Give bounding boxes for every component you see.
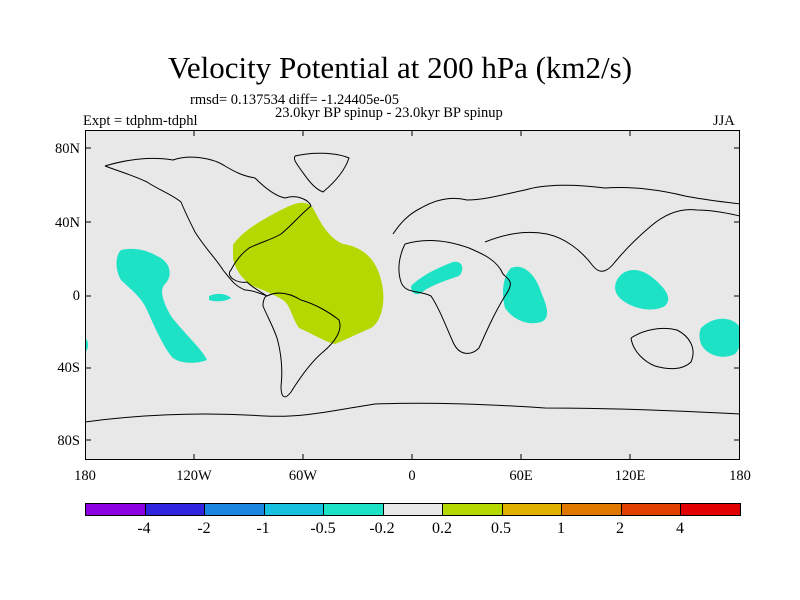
anomaly-north-atlantic [233, 202, 384, 344]
lon-label-0: 0 [408, 468, 416, 484]
colorbar-box-6 [382, 503, 444, 516]
anomaly-southwest-pacific [699, 318, 740, 357]
colorbar-label: -0.5 [310, 520, 336, 537]
lon-label-60e: 60E [509, 468, 533, 484]
colorbar-label: -4 [137, 520, 151, 537]
colorbar-label: -2 [197, 520, 211, 537]
stats-line: rmsd= 0.137534 diff= -1.24405e-05 [190, 92, 399, 108]
map-frame [85, 130, 740, 460]
coast-antarctica [85, 402, 740, 423]
colorbar-box-3 [204, 503, 265, 516]
colorbar-label: 4 [676, 520, 684, 537]
lat-label-eq: 0 [72, 288, 80, 304]
anomaly-layer [85, 202, 740, 363]
anomaly-pacific-small [209, 293, 231, 302]
anomaly-maritime-continent [615, 270, 669, 310]
coast-greenland [294, 152, 350, 193]
season-label: JJA [713, 113, 735, 129]
lon-label-180e: 180 [729, 468, 751, 484]
colorbar-label: -0.2 [369, 520, 395, 537]
anomaly-tropical-africa [411, 261, 463, 295]
colorbar [85, 503, 742, 516]
lat-label-40n: 40N [55, 215, 80, 231]
colorbar-box-10 [620, 503, 682, 516]
run-label: 23.0kyr BP spinup - 23.0kyr BP spinup [275, 105, 503, 121]
lon-label-120w: 120W [176, 468, 212, 484]
coastlines [85, 152, 740, 423]
lat-label-80s: 80S [57, 433, 80, 449]
colorbar-box-7 [442, 503, 503, 516]
anomaly-central-pacific [116, 248, 207, 363]
colorbar-label: -1 [256, 520, 270, 537]
coast-asia [484, 209, 740, 272]
colorbar-label: 1 [557, 520, 565, 537]
lat-label-40s: 40S [57, 360, 80, 376]
coast-africa [398, 240, 511, 354]
lon-label-60w: 60W [288, 468, 318, 484]
anomaly-western-indian-ocean [503, 266, 548, 324]
experiment-label: Expt = tdphm-tdphl [83, 113, 198, 129]
lat-label-80n: 80N [55, 141, 80, 157]
lon-label-120e: 120E [614, 468, 646, 484]
lon-label-180w: 180 [74, 468, 96, 484]
colorbar-label: 0.2 [432, 520, 452, 537]
colorbar-box-8 [501, 503, 563, 516]
colorbar-box-1 [85, 503, 146, 516]
colorbar-label: 0.5 [491, 520, 511, 537]
colorbar-label: 2 [616, 520, 624, 537]
colorbar-box-11 [680, 503, 742, 516]
colorbar-box-5 [323, 503, 384, 516]
coast-south-america [262, 292, 341, 398]
colorbar-box-4 [263, 503, 325, 516]
world-map [85, 130, 740, 460]
coast-australia [630, 327, 694, 370]
coast-north-america [104, 156, 312, 297]
colorbar-box-2 [144, 503, 206, 516]
colorbar-box-9 [561, 503, 622, 516]
coast-europe [392, 184, 740, 235]
plot-title: Velocity Potential at 200 hPa (km2/s) [167, 50, 633, 85]
